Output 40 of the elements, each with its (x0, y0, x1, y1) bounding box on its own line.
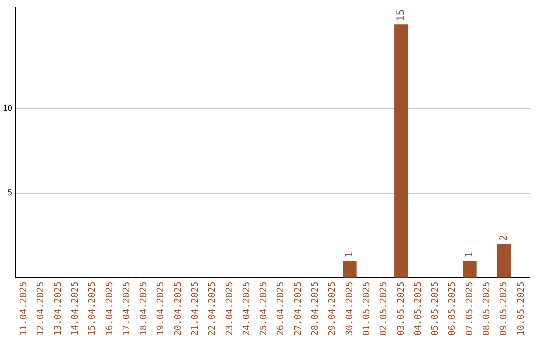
x-tick-label: 21.04.2025 (191, 282, 202, 336)
x-tick-label: 15.04.2025 (88, 282, 98, 336)
x-tick-label: 05.05.2025 (431, 282, 442, 336)
x-tick-label: 02.05.2025 (380, 282, 390, 336)
x-tick-label: 06.05.2025 (448, 282, 458, 336)
x-tick-label: 08.05.2025 (482, 282, 492, 336)
x-tick-label: 30.04.2025 (345, 282, 356, 336)
x-tick-label: 14.04.2025 (70, 282, 81, 336)
x-tick-label: 13.04.2025 (54, 282, 64, 336)
x-tick-label: 19.04.2025 (156, 282, 167, 336)
data-label: 15 (396, 10, 407, 22)
x-tick-label: 10.05.2025 (516, 282, 527, 336)
x-tick-label: 28.04.2025 (311, 282, 322, 336)
x-tick-label: 04.05.2025 (414, 282, 424, 336)
x-tick-label: 18.04.2025 (140, 282, 150, 336)
x-tick-label: 09.05.2025 (500, 282, 510, 336)
bar (343, 260, 357, 278)
y-tick-label: 5 (8, 188, 13, 198)
x-tick-label: 27.04.2025 (294, 282, 304, 336)
x-tick-label: 03.05.2025 (396, 282, 407, 336)
x-tick-label: 24.04.2025 (242, 282, 252, 336)
data-label: 2 (498, 235, 510, 242)
x-tick-label: 29.04.2025 (328, 282, 338, 336)
x-tick-label: 25.04.2025 (260, 282, 270, 336)
x-tick-label: 20.04.2025 (174, 282, 184, 336)
y-tick-label: 10 (2, 104, 13, 114)
x-tick-label: 16.04.2025 (105, 282, 116, 336)
data-label: 1 (464, 252, 476, 258)
x-tick-label: 17.04.2025 (122, 282, 132, 336)
bar (394, 24, 408, 278)
x-tick-label: 12.04.2025 (36, 282, 47, 336)
bar (497, 244, 512, 278)
x-tick-label: 07.05.2025 (465, 282, 476, 336)
x-tick-label: 22.04.2025 (208, 282, 218, 336)
data-label: 1 (344, 252, 356, 258)
x-tick-label: 23.04.2025 (225, 282, 236, 336)
x-tick-label: 01.05.2025 (362, 282, 372, 336)
x-tick-label: 26.04.2025 (276, 282, 287, 336)
bar (463, 260, 477, 278)
x-tick-label: 11.04.2025 (20, 282, 30, 336)
